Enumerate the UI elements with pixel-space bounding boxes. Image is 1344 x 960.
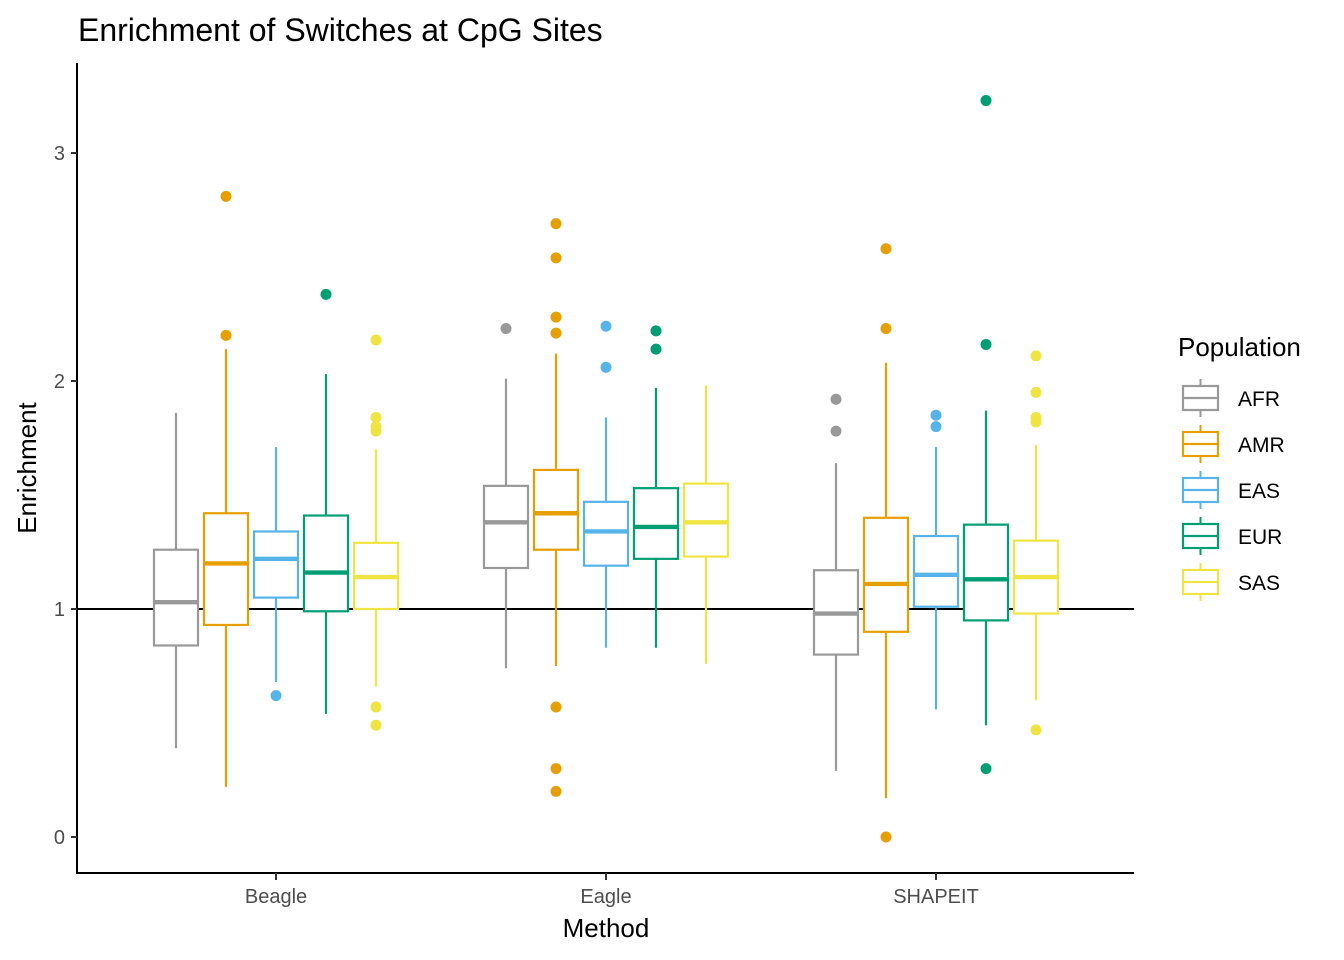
box-eas-beagle xyxy=(252,447,300,702)
outlier-point xyxy=(980,95,992,107)
box-iqr xyxy=(632,487,680,560)
outlier-point xyxy=(600,320,612,332)
x-axis-title: Method xyxy=(563,913,650,943)
outlier-point xyxy=(220,190,232,202)
outlier-point xyxy=(830,393,842,405)
y-axis-title: Enrichment xyxy=(12,401,42,533)
box-iqr xyxy=(912,534,960,608)
box-eas-eagle xyxy=(582,320,630,648)
outlier-point xyxy=(550,785,562,797)
box-iqr xyxy=(682,482,730,558)
chart-title: Enrichment of Switches at CpG Sites xyxy=(78,12,603,48)
legend: Population AFR AMR EAS EUR SAS xyxy=(1178,332,1301,601)
box-iqr xyxy=(482,484,530,570)
outlier-point xyxy=(550,311,562,323)
box-amr-beagle xyxy=(202,190,250,787)
outlier-point xyxy=(930,409,942,421)
box-iqr xyxy=(302,514,350,613)
x-axis-ticks: Beagle Eagle SHAPEIT xyxy=(245,873,979,908)
outlier-point xyxy=(880,243,892,255)
outlier-point xyxy=(550,218,562,230)
outlier-point xyxy=(650,343,662,355)
box-iqr xyxy=(152,548,200,647)
x-tick-label: Eagle xyxy=(580,886,631,908)
legend-title: Population xyxy=(1178,332,1301,362)
outlier-point xyxy=(500,323,512,335)
outlier-point xyxy=(270,690,282,702)
box-iqr xyxy=(862,516,910,633)
box-iqr xyxy=(252,530,300,599)
outlier-point xyxy=(320,288,332,300)
outlier-point xyxy=(600,361,612,373)
y-axis-ticks: 0 1 2 3 xyxy=(54,143,77,849)
outlier-point xyxy=(220,329,232,341)
outlier-point xyxy=(550,327,562,339)
x-tick-label: SHAPEIT xyxy=(893,886,979,908)
outlier-point xyxy=(1030,386,1042,398)
y-tick-label: 1 xyxy=(54,599,65,621)
y-tick-label: 3 xyxy=(54,143,65,165)
outlier-point xyxy=(930,421,942,433)
box-eas-shapeit xyxy=(912,409,960,710)
legend-item-eas: EAS xyxy=(1181,471,1280,509)
box-afr-eagle xyxy=(482,323,530,669)
legend-item-sas: SAS xyxy=(1181,563,1280,601)
box-afr-shapeit xyxy=(812,393,860,771)
box-eur-eagle xyxy=(632,325,680,648)
outlier-point xyxy=(370,719,382,731)
box-amr-eagle xyxy=(532,218,580,797)
legend-label: AMR xyxy=(1238,434,1285,457)
legend-item-amr: AMR xyxy=(1181,425,1285,463)
box-eur-beagle xyxy=(302,288,350,714)
legend-label: AFR xyxy=(1238,388,1280,411)
outlier-point xyxy=(1030,411,1042,423)
box-iqr xyxy=(532,468,580,551)
legend-label: EUR xyxy=(1238,526,1282,549)
box-eur-shapeit xyxy=(962,95,1010,775)
box-iqr xyxy=(582,500,630,567)
x-tick-label: Beagle xyxy=(245,886,307,908)
outlier-point xyxy=(880,831,892,843)
plot-area xyxy=(77,95,1134,843)
outlier-point xyxy=(830,425,842,437)
legend-label: SAS xyxy=(1238,572,1280,595)
y-tick-label: 0 xyxy=(54,827,65,849)
outlier-point xyxy=(370,701,382,713)
outlier-point xyxy=(550,701,562,713)
outlier-point xyxy=(370,421,382,433)
y-tick-label: 2 xyxy=(54,371,65,393)
legend-items: AFR AMR EAS EUR SAS xyxy=(1181,379,1285,601)
legend-item-eur: EUR xyxy=(1181,517,1282,555)
outlier-point xyxy=(1030,724,1042,736)
outlier-point xyxy=(370,411,382,423)
box-sas-beagle xyxy=(352,334,400,731)
box-sas-eagle xyxy=(682,385,730,664)
outlier-point xyxy=(650,325,662,337)
box-sas-shapeit xyxy=(1012,350,1060,736)
outlier-point xyxy=(550,763,562,775)
box-iqr xyxy=(962,523,1010,622)
outlier-point xyxy=(980,339,992,351)
box-iqr xyxy=(202,512,250,627)
outlier-point xyxy=(1030,350,1042,362)
outlier-point xyxy=(980,763,992,775)
outlier-point xyxy=(370,334,382,346)
outlier-point xyxy=(880,323,892,335)
legend-item-afr: AFR xyxy=(1181,379,1280,417)
box-amr-shapeit xyxy=(862,243,910,843)
legend-label: EAS xyxy=(1238,480,1280,503)
box-afr-beagle xyxy=(152,412,200,749)
outlier-point xyxy=(550,252,562,264)
